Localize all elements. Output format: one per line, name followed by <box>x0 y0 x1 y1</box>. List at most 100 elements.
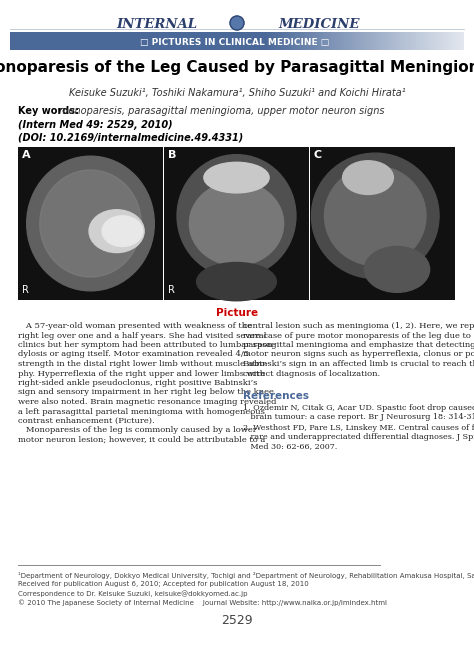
Bar <box>434 32 435 50</box>
Bar <box>282 32 283 50</box>
Bar <box>344 32 345 50</box>
Bar <box>279 32 280 50</box>
Bar <box>337 32 338 50</box>
Text: MEDICINE: MEDICINE <box>278 18 359 31</box>
Bar <box>302 32 303 50</box>
Bar <box>272 32 273 50</box>
Text: □ PICTURES IN CLINICAL MEDICINE □: □ PICTURES IN CLINICAL MEDICINE □ <box>140 38 329 46</box>
Bar <box>409 32 410 50</box>
Text: a left parasagittal parietal meningioma with homogeneous: a left parasagittal parietal meningioma … <box>18 407 265 415</box>
Text: (Intern Med 49: 2529, 2010): (Intern Med 49: 2529, 2010) <box>18 120 173 130</box>
Bar <box>315 32 316 50</box>
Bar <box>392 32 393 50</box>
Bar <box>310 32 311 50</box>
Bar <box>439 32 440 50</box>
Bar <box>460 32 461 50</box>
Bar <box>340 32 341 50</box>
Bar <box>427 32 428 50</box>
Bar <box>449 32 450 50</box>
Text: Received for publication August 6, 2010; Accepted for publication August 18, 201: Received for publication August 6, 2010;… <box>18 581 309 587</box>
Text: contrast enhancement (Picture).: contrast enhancement (Picture). <box>18 417 155 425</box>
Bar <box>286 32 287 50</box>
Bar <box>429 32 430 50</box>
Bar <box>270 32 271 50</box>
Bar <box>395 32 396 50</box>
Bar <box>299 32 300 50</box>
Ellipse shape <box>27 156 155 291</box>
Bar <box>370 32 371 50</box>
Ellipse shape <box>40 170 141 277</box>
Bar <box>269 32 270 50</box>
Ellipse shape <box>177 155 296 277</box>
Bar <box>403 32 404 50</box>
Bar <box>423 32 424 50</box>
Bar <box>349 32 350 50</box>
Bar <box>397 32 398 50</box>
Bar <box>321 32 322 50</box>
Bar <box>266 32 267 50</box>
Bar <box>343 32 344 50</box>
Bar <box>318 32 319 50</box>
Bar <box>324 32 325 50</box>
Bar <box>376 32 377 50</box>
Bar <box>371 32 372 50</box>
Text: motor neuron lesion; however, it could be attributable to a: motor neuron lesion; however, it could b… <box>18 436 265 444</box>
Bar <box>375 32 376 50</box>
Bar <box>323 32 324 50</box>
Bar <box>267 32 268 50</box>
Bar <box>454 32 455 50</box>
Bar <box>342 32 343 50</box>
Bar <box>433 32 434 50</box>
Bar <box>276 32 277 50</box>
Bar <box>444 32 445 50</box>
Bar <box>415 32 416 50</box>
Bar <box>359 32 360 50</box>
Bar <box>296 32 297 50</box>
Text: (DOI: 10.2169/internalmedicine.49.4331): (DOI: 10.2169/internalmedicine.49.4331) <box>18 132 243 142</box>
Bar <box>287 32 288 50</box>
Bar <box>455 32 456 50</box>
Text: INTERNAL: INTERNAL <box>116 18 197 31</box>
Bar <box>292 32 293 50</box>
Ellipse shape <box>197 263 276 301</box>
Bar <box>432 32 433 50</box>
Bar <box>462 32 463 50</box>
Text: Monoparesis of the leg is commonly caused by a lower: Monoparesis of the leg is commonly cause… <box>18 427 257 435</box>
Bar <box>396 32 397 50</box>
Bar <box>351 32 352 50</box>
Bar <box>417 32 418 50</box>
Bar <box>448 32 449 50</box>
Bar <box>326 32 327 50</box>
Text: were also noted. Brain magnetic resonance imaging revealed: were also noted. Brain magnetic resonanc… <box>18 398 276 406</box>
Bar <box>297 32 298 50</box>
Bar <box>391 32 392 50</box>
Bar <box>332 32 333 50</box>
Text: Keisuke Suzuki¹, Toshiki Nakamura¹, Shiho Suzuki¹ and Koichi Hirata¹: Keisuke Suzuki¹, Toshiki Nakamura¹, Shih… <box>69 88 405 98</box>
Bar <box>338 32 339 50</box>
Bar <box>377 32 378 50</box>
Bar <box>373 32 374 50</box>
Bar <box>404 32 405 50</box>
Bar <box>369 32 370 50</box>
Text: C: C <box>314 150 322 160</box>
Ellipse shape <box>190 182 283 265</box>
Bar <box>339 32 340 50</box>
Text: right-sided ankle pseudoclonus, right positive Babinski’s: right-sided ankle pseudoclonus, right po… <box>18 379 257 387</box>
Bar <box>393 32 394 50</box>
Bar <box>402 32 403 50</box>
Bar <box>400 32 401 50</box>
Bar <box>280 32 281 50</box>
Bar <box>291 32 292 50</box>
Bar <box>419 32 420 50</box>
Bar <box>389 32 390 50</box>
Bar <box>307 32 308 50</box>
Bar <box>459 32 460 50</box>
Text: Babinski’s sign in an affected limb is crucial to reach the: Babinski’s sign in an affected limb is c… <box>243 360 474 368</box>
Bar <box>288 32 289 50</box>
Bar <box>453 32 454 50</box>
Bar <box>416 32 417 50</box>
Text: monoparesis, parasagittal meningioma, upper motor neuron signs: monoparesis, parasagittal meningioma, up… <box>59 106 384 116</box>
Bar <box>360 32 361 50</box>
Bar <box>367 32 368 50</box>
Ellipse shape <box>102 216 143 247</box>
